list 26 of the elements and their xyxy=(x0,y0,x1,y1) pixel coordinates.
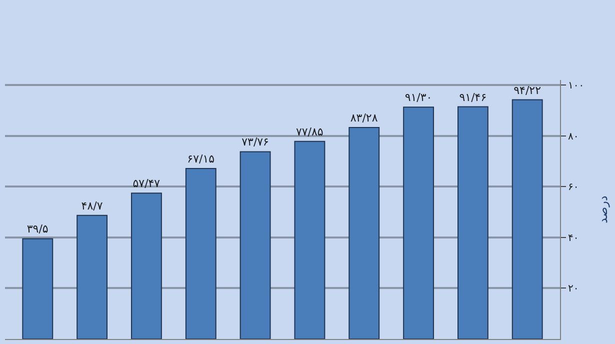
y-axis-title: درصد xyxy=(596,196,610,224)
data-label: ۷۷/۸۵ xyxy=(296,125,324,138)
bar xyxy=(76,214,108,339)
data-label: ۳۹/۵ xyxy=(26,222,48,236)
y-tick-label: ۴۰ xyxy=(568,232,579,244)
y-tick-label: ۲۰ xyxy=(568,284,579,295)
data-label: ۹۴/۲۲ xyxy=(514,84,542,97)
y-tick-label: ۶۰ xyxy=(568,182,579,194)
data-label: ۸۳/۲۸ xyxy=(350,112,378,125)
data-label: ۹۱/۳۰ xyxy=(404,91,432,104)
bar xyxy=(22,238,54,339)
data-label: ۵۷/۴۷ xyxy=(132,177,160,190)
y-tick-label: ۸۰ xyxy=(568,131,579,142)
y-tick-label: ۱۰۰ xyxy=(568,80,584,92)
bar xyxy=(457,106,488,339)
bar xyxy=(131,192,162,339)
data-label: ۷۳/۷۶ xyxy=(242,136,269,149)
bar xyxy=(185,168,216,339)
bar xyxy=(348,127,380,339)
data-label: ۴۸/۷ xyxy=(81,199,103,212)
bar xyxy=(294,140,326,339)
data-label: ۹۱/۴۶ xyxy=(459,90,487,104)
bar xyxy=(512,99,543,339)
data-label: ۶۷/۱۵ xyxy=(187,152,215,166)
bar xyxy=(240,151,271,339)
bar xyxy=(403,106,434,339)
